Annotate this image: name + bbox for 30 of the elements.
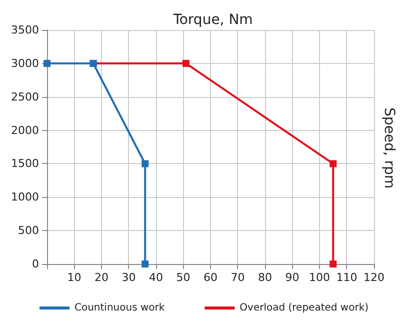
point (330, 260, 337, 268)
legend-label: Countinuous work (74, 302, 165, 314)
x-tick-label: 50 (176, 271, 190, 284)
y-tick-label: 0 (32, 258, 39, 270)
x-tick-label: 70 (230, 271, 245, 284)
x-tick-label: 10 (67, 271, 82, 284)
y-tick-label: 3000 (10, 56, 39, 70)
point (142, 160, 149, 168)
x-axis-title: Torque, Nm (172, 12, 253, 28)
y-tick-label: 1500 (10, 157, 39, 170)
y-tick-label: 1000 (10, 190, 39, 204)
y-tick-label: 500 (18, 224, 39, 238)
x-tick-label: 60 (203, 271, 218, 284)
x-tick-label: 20 (94, 271, 108, 284)
x-tick-label: 30 (122, 271, 136, 284)
x-tick-label: 110 (336, 271, 358, 284)
point (330, 160, 337, 168)
point (182, 60, 190, 67)
y-tick-label: 2500 (10, 90, 39, 104)
y-axis-title: Speed, rpm (381, 107, 397, 189)
point (142, 260, 149, 268)
x-tick-label: 120 (364, 271, 384, 284)
legend-label: Overload (repeated work) (240, 302, 369, 314)
point (43, 60, 50, 67)
x-tick-label: 80 (258, 271, 272, 284)
y-tick-label: 2000 (10, 124, 39, 137)
x-tick-label: 40 (148, 271, 163, 284)
x-tick-label: 100 (309, 271, 330, 284)
y-tick-label: 3500 (10, 24, 39, 36)
x-tick-label: 90 (285, 271, 300, 284)
